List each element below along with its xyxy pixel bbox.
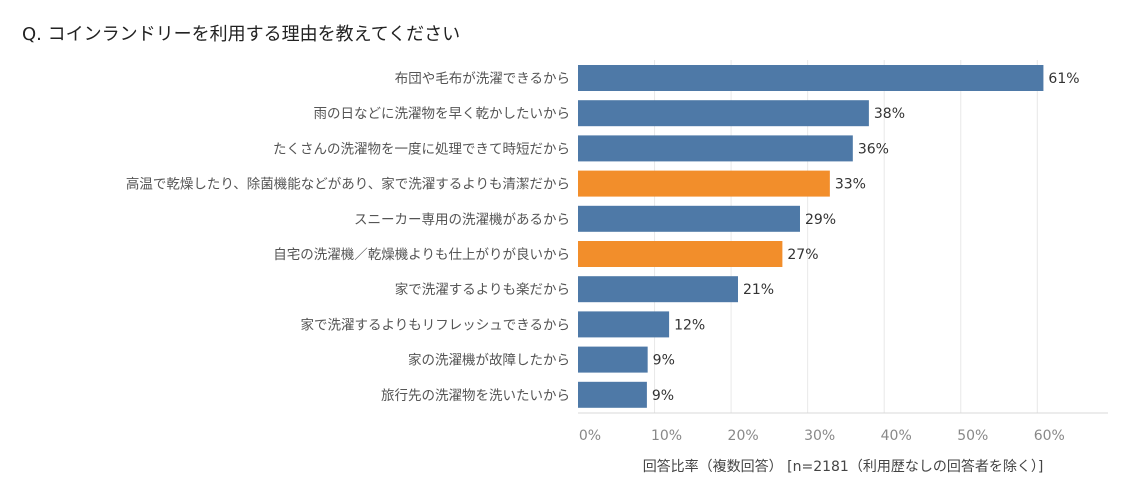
category-label: 家で洗濯するよりもリフレッシュできるから (301, 316, 570, 333)
category-label: たくさんの洗濯物を一度に処理できて時短だから (273, 141, 570, 157)
category-label: 布団や毛布が洗濯できるから (395, 71, 570, 87)
bar (578, 205, 800, 232)
bar (578, 276, 738, 303)
bar (578, 311, 670, 338)
bar (578, 135, 853, 162)
bar (578, 241, 783, 267)
x-tick-label: 50% (957, 428, 988, 444)
category-label: スニーカー専用の洗濯機があるから (354, 212, 570, 228)
x-tick-label: 40% (881, 428, 912, 444)
bar (578, 346, 648, 373)
category-label: 自宅の洗濯機／乾燥機よりも仕上がりが良いから (273, 247, 570, 263)
category-label: 旅行先の洗濯物を洗いたいから (381, 388, 570, 404)
value-label: 29% (805, 212, 836, 228)
x-tick-label: 30% (804, 428, 835, 444)
bar (578, 65, 1044, 91)
x-tick-label: 0% (579, 428, 601, 444)
bar (578, 381, 647, 408)
value-label: 36% (858, 141, 889, 157)
category-label: 家で洗濯するよりも楽だから (395, 281, 570, 298)
category-label: 家の洗濯機が故障したから (408, 352, 570, 369)
x-axis-label: 回答比率（複数回答） [n=2181（利用歴なしの回答者を除く）] (643, 458, 1044, 475)
bar (578, 170, 830, 197)
x-tick-label: 60% (1034, 428, 1065, 444)
x-tick-label: 10% (651, 428, 682, 444)
value-label: 21% (743, 282, 774, 298)
category-labels: 布団や毛布が洗濯できるから雨の日などに洗濯物を早く乾かしたいからたくさんの洗濯物… (126, 71, 570, 404)
value-label: 33% (835, 177, 866, 193)
category-label: 雨の日などに洗濯物を早く乾かしたいから (314, 106, 571, 122)
bars (578, 65, 1044, 408)
value-label: 9% (652, 388, 674, 404)
value-label: 38% (874, 106, 905, 122)
value-labels: 61% 38% 36% 33% 29% 27% 21% 12% 9% 9% (652, 71, 1080, 404)
x-axis-ticks: 0% 10% 20% 30% 40% 50% 60% (579, 428, 1065, 444)
value-label: 12% (674, 317, 705, 333)
chart-title: Q. コインランドリーを利用する理由を教えてください (22, 24, 460, 45)
value-label: 9% (653, 353, 675, 369)
value-label: 61% (1048, 71, 1079, 87)
value-label: 27% (787, 247, 818, 263)
category-label: 高温で乾燥したり、除菌機能などがあり、家で洗濯するよりも清潔だから (126, 176, 570, 193)
bar (578, 100, 869, 127)
x-tick-label: 20% (728, 428, 759, 444)
